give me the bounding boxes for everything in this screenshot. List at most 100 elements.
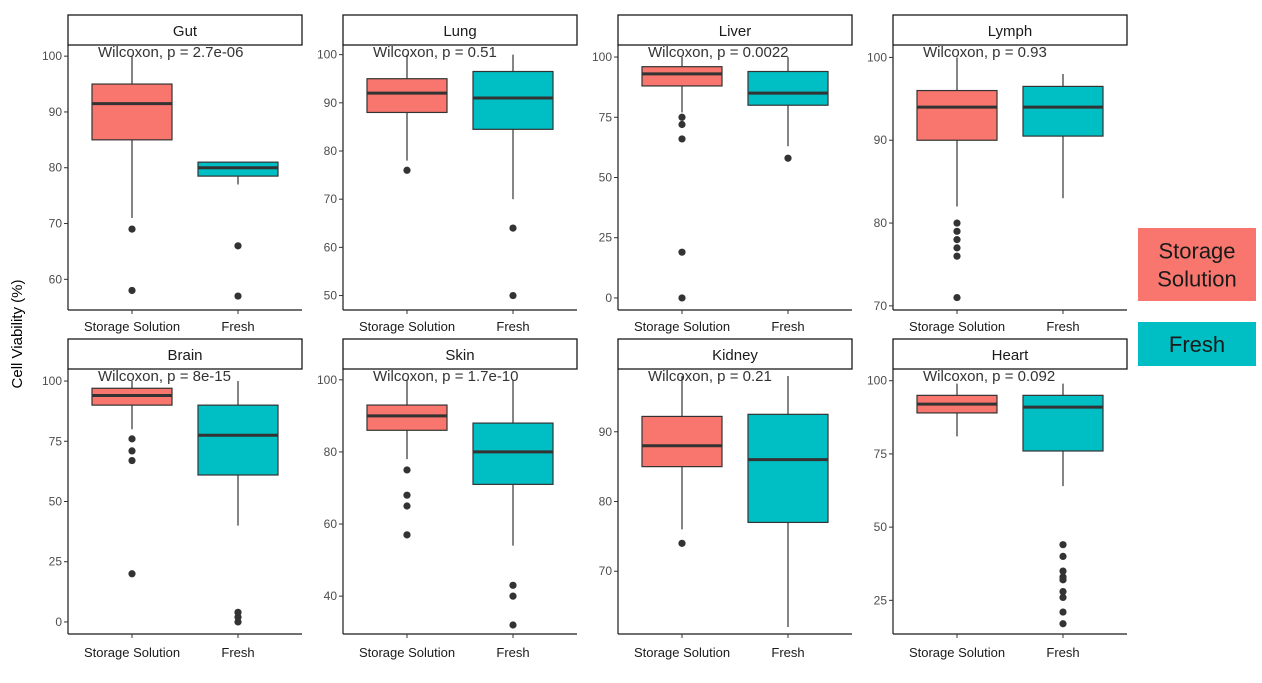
outlier-point [403, 531, 411, 539]
panel-strip-liver [617, 14, 853, 46]
y-tick-label-gut: 80 [49, 161, 63, 175]
box-iqr [747, 70, 829, 106]
y-tick-label-lung: 70 [324, 192, 338, 206]
outlier-point [678, 113, 686, 121]
box-iqr [366, 404, 448, 431]
x-tick-label-kidney: Fresh [771, 645, 804, 660]
box-iqr [472, 70, 554, 130]
box-brain-storage-solution [91, 381, 173, 578]
outlier-point [128, 570, 136, 578]
panel-title-skin: Skin [445, 347, 474, 364]
outlier-point [403, 166, 411, 174]
x-tick-label-kidney: Storage Solution [634, 645, 730, 660]
panel-title-gut: Gut [173, 23, 198, 40]
box-lung-fresh [472, 54, 554, 300]
outlier-point [953, 244, 961, 252]
panel-skin: Skin 40 60 80 100 Storage Solution Fresh Wilcox… [317, 338, 578, 660]
box-liver-fresh [747, 57, 829, 162]
outlier-point [1059, 552, 1067, 561]
box-kidney-storage-solution [641, 375, 723, 547]
legend-item-storage-solution: Storage Solution [1138, 228, 1256, 301]
box-skin-storage-solution [366, 379, 448, 539]
panel-strip-lymph [892, 14, 1128, 46]
outlier-point [678, 120, 686, 129]
outlier-point [403, 502, 411, 510]
box-lung-storage-solution [366, 54, 448, 174]
y-tick-label-liver: 50 [599, 171, 613, 185]
panel-strip-gut [67, 14, 303, 46]
panel-brain: Brain 0 25 50 75 100 Storage Solution Fresh Wilc… [42, 338, 303, 660]
outlier-point [128, 435, 136, 443]
y-tick-label-lymph: 100 [867, 50, 887, 64]
outlier-point [1059, 608, 1067, 616]
outlier-point [234, 618, 242, 626]
panel-lymph: Lymph 70 80 90 100 Storage Solution Fresh Wilco… [867, 14, 1128, 334]
y-tick-label-brain: 75 [49, 434, 63, 448]
y-tick-label-liver: 0 [605, 291, 612, 305]
box-iqr [641, 66, 723, 87]
x-tick-label-gut: Fresh [221, 319, 254, 334]
outlier-point [234, 292, 242, 300]
y-tick-label-liver: 25 [599, 231, 613, 245]
outlier-point [1059, 620, 1067, 628]
outlier-point [953, 293, 961, 302]
pvalue-annotation-heart: Wilcoxon, p = 0.092 [923, 368, 1055, 385]
y-tick-label-skin: 100 [317, 373, 337, 387]
box-lymph-fresh [1022, 73, 1104, 199]
y-tick-label-kidney: 70 [599, 564, 613, 578]
y-tick-label-lung: 60 [324, 240, 338, 254]
y-tick-label-brain: 0 [55, 615, 62, 629]
panel-strip-lung [342, 14, 578, 46]
x-tick-label-lymph: Storage Solution [909, 319, 1005, 334]
box-liver-storage-solution [641, 57, 723, 302]
x-tick-label-liver: Storage Solution [634, 319, 730, 334]
pvalue-annotation-lung: Wilcoxon, p = 0.51 [373, 44, 497, 61]
panel-lung: Lung 50 60 70 80 90 100 Storage Solution Fresh Wi… [317, 14, 578, 334]
box-iqr [1022, 394, 1104, 452]
outlier-point [953, 252, 961, 260]
y-tick-label-skin: 80 [324, 445, 338, 459]
y-tick-label-brain: 100 [42, 374, 62, 388]
y-tick-label-lung: 80 [324, 144, 338, 158]
y-tick-label-gut: 60 [49, 272, 63, 286]
panel-strip-heart [892, 338, 1128, 370]
outlier-point [128, 456, 136, 465]
box-iqr [747, 413, 829, 524]
y-tick-label-gut: 100 [42, 49, 62, 63]
panel-title-lung: Lung [443, 23, 476, 40]
outlier-point [1059, 567, 1067, 575]
box-iqr [1022, 85, 1104, 137]
outlier-point [128, 447, 136, 455]
box-skin-fresh [472, 379, 554, 629]
legend-swatch [1138, 228, 1256, 301]
box-gut-storage-solution [91, 56, 173, 295]
y-tick-label-lung: 90 [324, 96, 338, 110]
pvalue-annotation-lymph: Wilcoxon, p = 0.93 [923, 44, 1047, 61]
pvalue-annotation-skin: Wilcoxon, p = 1.7e-10 [373, 368, 519, 385]
box-brain-fresh [197, 381, 279, 626]
y-tick-label-skin: 40 [324, 589, 338, 603]
outlier-point [953, 219, 961, 227]
y-tick-label-kidney: 80 [599, 495, 613, 509]
outlier-point [128, 286, 136, 295]
box-gut-fresh [197, 161, 279, 300]
outlier-point [678, 135, 686, 143]
outlier-point [1059, 576, 1067, 584]
y-tick-label-heart: 75 [874, 447, 888, 461]
outlier-point [509, 224, 517, 232]
legend-label: Solution [1157, 267, 1237, 292]
y-tick-label-brain: 50 [49, 495, 63, 509]
legend: Storage Solution Fresh [1138, 228, 1256, 366]
box-iqr [91, 83, 173, 141]
outlier-point [784, 154, 792, 162]
x-tick-label-liver: Fresh [771, 319, 804, 334]
box-iqr [366, 78, 448, 114]
panel-strip-brain [67, 338, 303, 370]
y-tick-label-skin: 60 [324, 517, 338, 531]
panel-strip-kidney [617, 338, 853, 370]
box-iqr [197, 404, 279, 476]
y-tick-label-kidney: 90 [599, 425, 613, 439]
panel-title-lymph: Lymph [988, 23, 1032, 40]
panel-strip-skin [342, 338, 578, 370]
